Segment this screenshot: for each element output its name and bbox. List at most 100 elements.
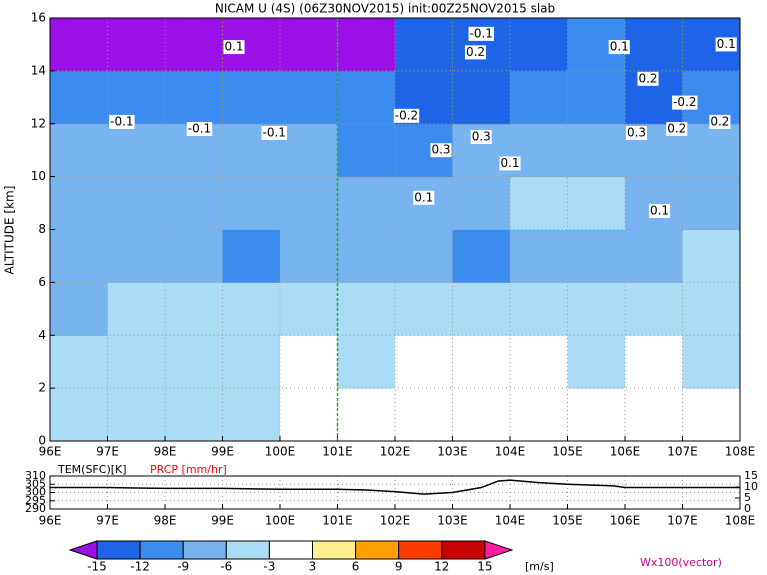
y2-tick-label: 10: [744, 480, 758, 493]
label-bg: [648, 203, 671, 218]
contour-label: -0.2: [395, 108, 418, 122]
contour-label: 0.1: [717, 37, 736, 51]
u-cell: [625, 18, 683, 72]
colorbar-label: 6: [352, 560, 360, 574]
x-tick-label: 97E: [96, 514, 119, 528]
u-cell: [222, 388, 281, 442]
u-cell: [107, 18, 166, 72]
u-cell: [280, 70, 338, 125]
y-tick-label: 0: [38, 434, 46, 448]
contour-label: 0.2: [466, 45, 485, 59]
colorbar-cell: [441, 540, 486, 560]
u-cell: [280, 18, 338, 72]
label-bg: [464, 45, 487, 60]
u-cell: [107, 388, 166, 442]
contour-label: 0.1: [414, 190, 433, 204]
plot-frame: [49, 17, 741, 442]
u-cell: [395, 388, 453, 442]
u-cell: [222, 335, 281, 389]
y2-tick-label: 15: [744, 469, 758, 482]
contour-label: 0.3: [472, 129, 491, 143]
label-bg: [709, 114, 731, 129]
x-tick-label: 104E: [495, 514, 526, 528]
x-tick-label: 105E: [552, 514, 583, 528]
x-tick-label: 100E: [265, 445, 296, 459]
y-tick-label: 8: [38, 222, 46, 236]
label-bg: [186, 122, 213, 137]
u-cell: [165, 335, 223, 389]
label-bg: [499, 156, 521, 171]
colorbar-label: -12: [130, 560, 150, 574]
u-cell: [510, 282, 568, 336]
colorbar-cell: [96, 540, 141, 560]
u-cell: [625, 176, 683, 230]
label-bg: [608, 40, 630, 55]
u-cell: [510, 229, 568, 283]
u-cell: [395, 282, 453, 336]
u-cell: [50, 176, 108, 230]
chart-title: NICAM U (4S) (06Z30NOV2015) init:00Z25NO…: [215, 2, 555, 16]
u-cell: [337, 18, 396, 72]
label-bg: [109, 114, 135, 129]
u-cell: [510, 176, 568, 230]
u-cell: [625, 229, 683, 283]
u-cell: [280, 176, 338, 230]
u-cell: [567, 229, 626, 283]
u-cell: [337, 388, 396, 442]
x-tick-label: 97E: [96, 445, 119, 459]
u-cell: [567, 123, 626, 178]
colorbar-cell: [398, 540, 443, 560]
u-cell: [682, 282, 741, 336]
u-cell: [165, 388, 223, 442]
u-cell: [567, 335, 626, 389]
label-bg: [470, 129, 492, 144]
label-bg: [637, 71, 659, 86]
u-cell: [337, 335, 396, 389]
u-cell: [625, 388, 683, 442]
colorbar-unit: [m/s]: [525, 560, 554, 573]
x-tick-label: 96E: [39, 445, 62, 459]
y-tick-label: 14: [31, 63, 46, 77]
y-tick-label: 12: [31, 116, 46, 130]
x-tick-label: 96E: [39, 514, 62, 528]
y-tick-label: 310: [25, 469, 46, 482]
u-cell: [395, 18, 453, 72]
u-cell: [452, 176, 511, 230]
contour-label: 0.1: [650, 203, 669, 217]
x-tick-label: 99E: [211, 514, 234, 528]
x-tick-label: 104E: [495, 445, 526, 459]
x-tick-label: 106E: [610, 514, 641, 528]
colorbar-cell: [182, 540, 227, 560]
y-tick-label: 6: [38, 275, 46, 289]
u-cell: [50, 229, 108, 283]
u-cell: [395, 229, 453, 283]
contour-label: 0.2: [710, 114, 729, 128]
colorbar-cell: [225, 540, 270, 560]
x-tick-label: 102E: [380, 514, 411, 528]
y-tick-label: 16: [31, 11, 46, 25]
colorbar-label: -3: [263, 560, 275, 574]
u-cell: [107, 282, 166, 336]
u-cell: [50, 335, 108, 389]
legend-label: TEM(SFC)[K]: [57, 463, 127, 476]
u-cell: [510, 388, 568, 442]
u-cell: [625, 335, 683, 389]
x-tick-label: 103E: [437, 445, 468, 459]
vector-label: Wx100(vector): [640, 556, 722, 569]
u-cell: [452, 229, 511, 283]
u-cell: [107, 335, 166, 389]
x-tick-label: 103E: [437, 514, 468, 528]
x-tick-label: 98E: [154, 514, 177, 528]
y2-tick-label: 5: [744, 491, 751, 504]
contour-label: 0.2: [667, 122, 686, 136]
x-tick-label: 106E: [610, 445, 641, 459]
label-bg: [715, 37, 737, 52]
u-cell: [165, 70, 223, 125]
colorbar-label: -6: [220, 560, 232, 574]
u-cell: [222, 70, 281, 125]
u-cell: [280, 229, 338, 283]
u-cell: [682, 388, 741, 442]
label-bg: [672, 95, 698, 110]
y-tick-label: 305: [25, 477, 46, 490]
